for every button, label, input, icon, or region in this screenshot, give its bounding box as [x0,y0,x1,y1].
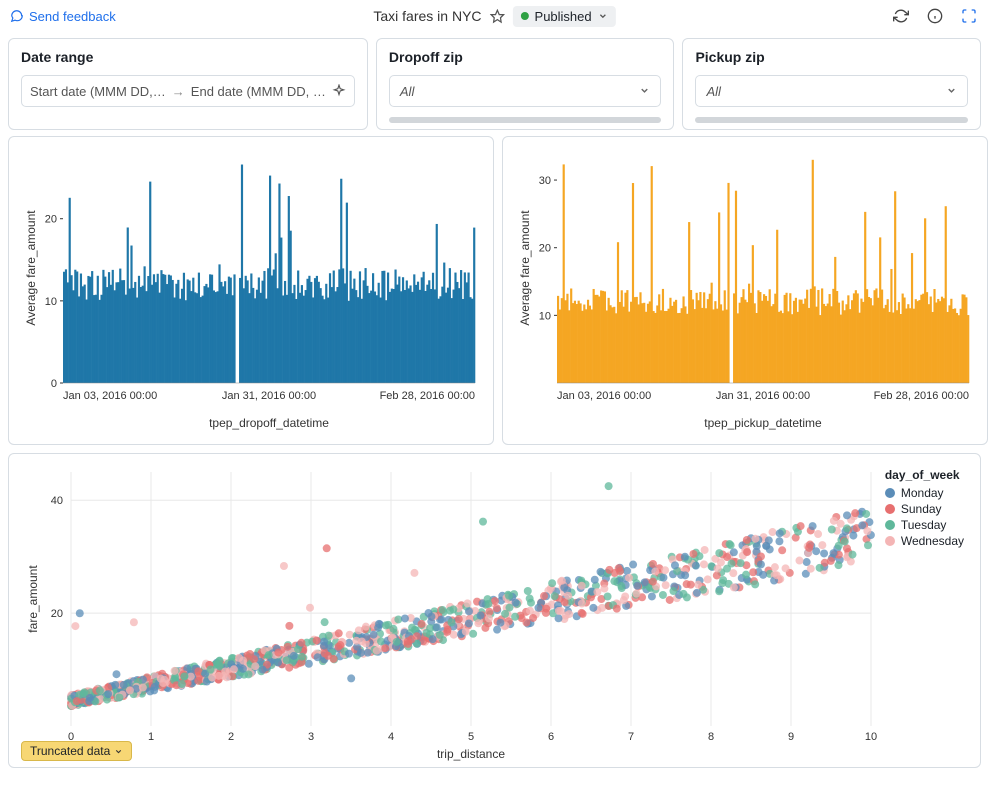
svg-text:Jan 31, 2016 00:00: Jan 31, 2016 00:00 [222,390,316,402]
fullscreen-button[interactable] [959,6,979,26]
horizontal-scrollbar[interactable] [389,117,662,123]
send-feedback-label: Send feedback [29,9,116,24]
truncated-data-badge[interactable]: Truncated data [21,741,132,761]
svg-text:tpep_pickup_datetime: tpep_pickup_datetime [704,416,822,430]
svg-text:1: 1 [148,731,154,743]
svg-text:10: 10 [45,296,57,308]
pickup-select[interactable]: All [695,75,968,107]
svg-text:20: 20 [539,243,551,255]
legend-label: Tuesday [901,518,947,532]
refresh-icon [893,8,909,24]
legend-title: day_of_week [885,468,964,482]
comment-icon [10,9,24,23]
svg-text:10: 10 [865,731,877,743]
legend-label: Sunday [901,502,942,516]
svg-text:Jan 03, 2016 00:00: Jan 03, 2016 00:00 [63,390,157,402]
pickup-chart-card: 10 20 30 Jan 03, 2016 00:00 Jan 31, 2016 00:… [502,136,988,445]
legend-dot-icon [885,536,895,546]
scatter-legend: day_of_week Monday Sunday Tuesday Wednesday [885,468,964,550]
info-button[interactable] [925,6,945,26]
svg-text:2: 2 [228,731,234,743]
svg-text:Average fare_amount: Average fare_amount [24,210,38,326]
star-icon[interactable] [490,9,505,24]
arrow-right-icon: → [172,84,185,99]
dropoff-value: All [400,84,414,99]
legend-label: Wednesday [901,534,964,548]
scatter-chart-card: 0123456789102040trip_distancefare_amount… [8,453,981,768]
legend-item[interactable]: Tuesday [885,518,964,532]
page-title-group: Taxi fares in NYC Published [373,6,615,27]
page-title: Taxi fares in NYC [373,8,481,24]
pickup-zip-card: Pickup zip All [682,38,981,130]
legend-dot-icon [885,488,895,498]
svg-text:Jan 31, 2016 00:00: Jan 31, 2016 00:00 [716,390,810,402]
svg-text:Jan 03, 2016 00:00: Jan 03, 2016 00:00 [557,390,651,402]
filter-row: Date range Start date (MMM DD,… → End da… [0,32,989,136]
chevron-down-icon [598,11,608,21]
status-label: Published [535,9,592,24]
publish-status-dropdown[interactable]: Published [513,6,616,27]
svg-text:fare_amount: fare_amount [26,565,40,633]
horizontal-scrollbar[interactable] [695,117,968,123]
date-range-card: Date range Start date (MMM DD,… → End da… [8,38,368,130]
fullscreen-icon [961,8,977,24]
dropoff-select[interactable]: All [389,75,662,107]
start-date-placeholder: Start date (MMM DD,… [30,84,166,99]
svg-text:Average fare_amount: Average fare_amount [518,210,532,326]
refresh-button[interactable] [891,6,911,26]
svg-text:3: 3 [308,731,314,743]
info-icon [927,8,943,24]
bar-charts-row: 0 10 20 Jan 03, 2016 00:00 Jan 31, 2016 00:0… [0,136,989,453]
svg-text:trip_distance: trip_distance [437,747,505,761]
date-range-input[interactable]: Start date (MMM DD,… → End date (MMM DD,… [21,75,355,107]
send-feedback-link[interactable]: Send feedback [10,9,116,24]
svg-text:20: 20 [51,608,63,620]
svg-text:30: 30 [539,175,551,187]
svg-text:9: 9 [788,731,794,743]
pickup-bar-chart: 10 20 30 Jan 03, 2016 00:00 Jan 31, 2016 00:… [515,145,975,435]
svg-text:8: 8 [708,731,714,743]
chevron-down-icon [114,747,123,756]
svg-text:4: 4 [388,731,394,743]
dropoff-title: Dropoff zip [389,49,662,65]
date-range-title: Date range [21,49,355,65]
svg-text:7: 7 [628,731,634,743]
svg-text:40: 40 [51,495,63,507]
pickup-title: Pickup zip [695,49,968,65]
chevron-down-icon [946,84,957,99]
legend-label: Monday [901,486,944,500]
svg-text:Feb 28, 2016 00:00: Feb 28, 2016 00:00 [874,390,969,402]
dropoff-bar-chart: 0 10 20 Jan 03, 2016 00:00 Jan 31, 2016 00:0… [21,145,481,435]
truncated-label: Truncated data [30,744,110,758]
svg-text:tpep_dropoff_datetime: tpep_dropoff_datetime [209,416,329,430]
svg-text:0: 0 [51,378,57,390]
legend-item[interactable]: Wednesday [885,534,964,548]
legend-dot-icon [885,504,895,514]
fare-vs-distance-scatter: 0123456789102040trip_distancefare_amount [21,462,981,762]
legend-item[interactable]: Sunday [885,502,964,516]
sparkle-icon [332,84,346,98]
svg-text:20: 20 [45,214,57,226]
pickup-value: All [706,84,720,99]
legend-item[interactable]: Monday [885,486,964,500]
chevron-down-icon [639,84,650,99]
top-bar: Send feedback Taxi fares in NYC Publishe… [0,0,989,32]
svg-text:6: 6 [548,731,554,743]
dropoff-zip-card: Dropoff zip All [376,38,675,130]
svg-text:Feb 28, 2016 00:00: Feb 28, 2016 00:00 [380,390,475,402]
svg-text:10: 10 [539,310,551,322]
svg-text:5: 5 [468,731,474,743]
status-dot-icon [521,12,529,20]
end-date-placeholder: End date (MMM DD, … [191,84,326,99]
dropoff-chart-card: 0 10 20 Jan 03, 2016 00:00 Jan 31, 2016 00:0… [8,136,494,445]
legend-dot-icon [885,520,895,530]
